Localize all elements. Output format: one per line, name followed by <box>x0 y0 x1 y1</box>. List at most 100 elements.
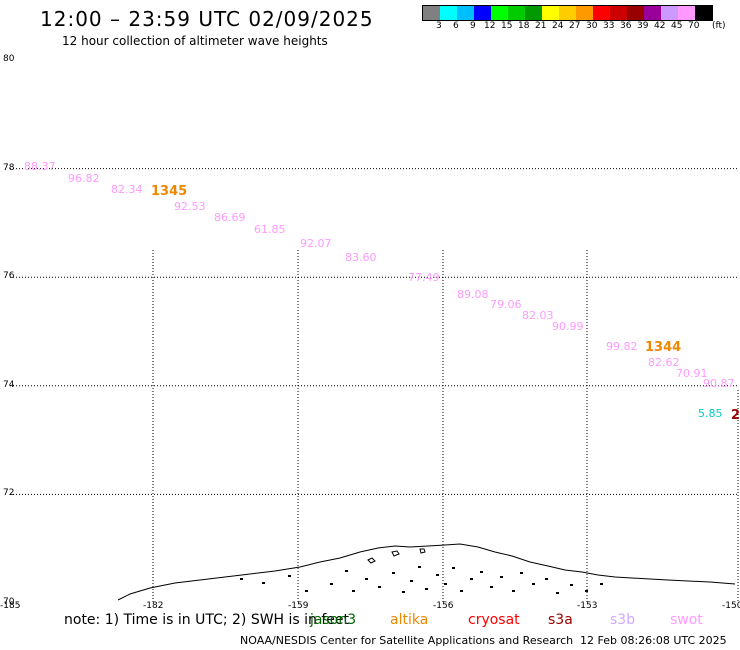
wave-height-value: 82.34 <box>111 183 143 196</box>
wave-height-value: 82.62 <box>648 356 680 369</box>
wave-height-value: 70.91 <box>676 367 708 380</box>
colorbar-swatch <box>576 6 593 20</box>
lake-mark <box>378 586 381 588</box>
graticule <box>10 168 739 603</box>
colorbar-swatch <box>457 6 474 20</box>
colorbar-swatch <box>525 6 542 20</box>
longitude-label: -159 <box>288 601 309 611</box>
footnote: note: 1) Time is in UTC; 2) SWH is in fe… <box>64 612 350 628</box>
colorbar-label: 9 <box>470 21 476 31</box>
lake-mark <box>470 578 473 580</box>
colorbar-swatch <box>627 6 644 20</box>
lake-mark <box>452 567 455 569</box>
colorbar-label: 42 <box>654 21 666 31</box>
colorbar-swatch <box>661 6 678 20</box>
colorbar-swatch <box>559 6 576 20</box>
lake-mark <box>410 580 413 582</box>
colorbar-swatch <box>644 6 661 20</box>
coastal-lake-3 <box>419 548 426 554</box>
longitude-label: -185 <box>0 601 21 611</box>
latitude-label: 74 <box>3 379 15 390</box>
colorbar-swatch <box>610 6 627 20</box>
wave-height-value: 82.03 <box>522 309 554 322</box>
lake-mark <box>345 570 348 572</box>
latitude-label: 76 <box>3 271 15 282</box>
colorbar-swatch <box>474 6 491 20</box>
wave-height-value: 92.53 <box>174 200 206 213</box>
lake-mark <box>520 572 523 574</box>
wave-height-value: 90.87 <box>703 377 735 390</box>
legend-cryosat: cryosat <box>468 612 520 628</box>
lake-mark <box>352 590 355 592</box>
colorbar-label: 24 <box>552 21 564 31</box>
lake-mark <box>570 584 573 586</box>
wave-height-value: 86.69 <box>214 211 246 224</box>
lake-mark <box>444 583 447 585</box>
lake-mark <box>480 571 483 573</box>
lake-mark <box>512 590 515 592</box>
legend-altika: altika <box>390 612 429 628</box>
colorbar-unit: (ft) <box>712 21 726 31</box>
lake-mark <box>460 590 463 592</box>
legend-s3b: s3b <box>610 612 636 628</box>
lake-mark <box>500 576 503 578</box>
lake-mark <box>418 566 421 568</box>
alaska-north-coast <box>117 543 736 601</box>
legend-swot: swot <box>670 612 703 628</box>
colorbar-label: 33 <box>603 21 615 31</box>
inland-lakes <box>240 566 603 594</box>
lake-mark <box>490 586 493 588</box>
latitude-label: 72 <box>3 488 15 499</box>
longitude-label: -156 <box>433 601 454 611</box>
lake-mark <box>556 592 559 594</box>
lake-mark <box>365 578 368 580</box>
wave-height-value: 61.85 <box>254 223 286 236</box>
wave-height-value: 79.06 <box>490 298 522 311</box>
lake-mark <box>436 574 439 576</box>
latitude-label: 78 <box>3 162 15 173</box>
wave-height-value: 96.82 <box>68 172 100 185</box>
lake-mark <box>288 575 291 577</box>
colorbar-label: 70 <box>688 21 700 31</box>
wave-height-value: 83.60 <box>345 251 377 264</box>
coastline <box>117 543 736 601</box>
colorbar-label: 12 <box>484 21 496 31</box>
colorbar-label: 15 <box>501 21 513 31</box>
colorbar-label: 21 <box>535 21 547 31</box>
legend-jason3: jason3 <box>310 612 357 628</box>
legend-s3a: s3a <box>548 612 573 628</box>
pass-label: 1344 <box>645 340 682 355</box>
colorbar-swatch <box>593 6 610 20</box>
colorbar-label: 27 <box>569 21 581 31</box>
pass-label: 1345 <box>151 184 188 199</box>
lake-mark <box>305 590 308 592</box>
lake-mark <box>425 588 428 590</box>
wave-height-value: 92.07 <box>300 237 332 250</box>
lake-mark <box>330 583 333 585</box>
colorbar-label: 18 <box>518 21 530 31</box>
colorbar-label: 39 <box>637 21 649 31</box>
wave-height-value: 77.49 <box>408 271 440 284</box>
lake-mark <box>532 583 535 585</box>
longitude-label: -153 <box>577 601 598 611</box>
generation-timestamp: 12 Feb 08:26:08 UTC 2025 <box>580 634 727 647</box>
colorbar <box>422 5 713 21</box>
lake-mark <box>402 591 405 593</box>
wave-height-value: 99.82 <box>606 340 638 353</box>
map-title: 12:00 – 23:59 UTC 02/09/2025 <box>40 7 374 31</box>
lake-mark <box>585 590 588 592</box>
colorbar-swatch <box>695 6 712 20</box>
wave-height-value: 90.99 <box>552 320 584 333</box>
colorbar-swatch <box>542 6 559 20</box>
colorbar-swatch <box>491 6 508 20</box>
lake-mark <box>262 582 265 584</box>
wave-height-value: 89.08 <box>457 288 489 301</box>
lake-mark <box>600 583 603 585</box>
lake-mark <box>392 572 395 574</box>
lake-mark <box>240 578 243 580</box>
colorbar-label: 30 <box>586 21 598 31</box>
map-subtitle: 12 hour collection of altimeter wave hei… <box>62 34 328 48</box>
colorbar-swatch <box>440 6 457 20</box>
colorbar-label: 45 <box>671 21 683 31</box>
